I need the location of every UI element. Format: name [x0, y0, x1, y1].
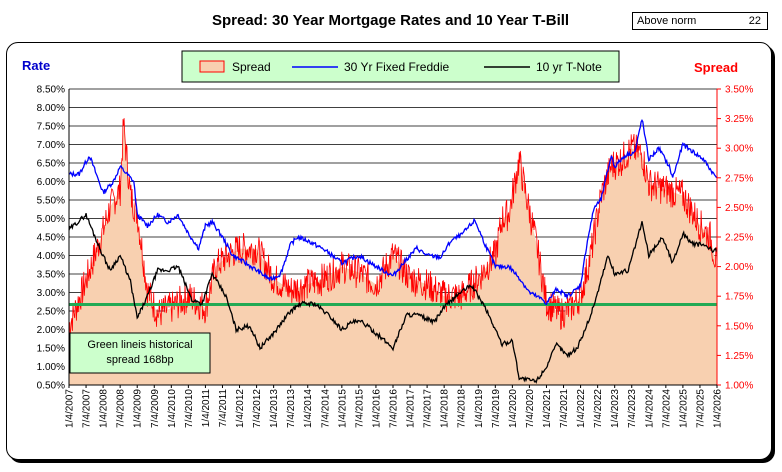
left-tick-label: 7.00%: [37, 140, 65, 151]
right-tick-label: 2.75%: [725, 173, 753, 184]
x-tick-label: 7/4/2020: [525, 389, 536, 428]
x-tick-label: 7/4/2015: [354, 389, 365, 428]
right-tick-label: 1.75%: [725, 292, 753, 303]
x-tick-label: 1/4/2014: [303, 389, 314, 428]
right-tick-label: 1.00%: [725, 381, 753, 392]
above-norm-value: 22: [748, 15, 761, 27]
x-tick-label: 1/4/2010: [167, 389, 178, 428]
right-tick-label: 2.00%: [725, 262, 753, 273]
x-tick-label: 1/4/2011: [201, 389, 212, 428]
x-tick-label: 7/4/2023: [627, 389, 638, 428]
left-tick-label: 5.00%: [37, 214, 65, 225]
right-tick-label: 2.50%: [725, 203, 753, 214]
left-axis-title: Rate: [22, 58, 50, 73]
above-norm-label: Above norm: [637, 15, 697, 27]
left-tick-label: 4.00%: [37, 251, 65, 262]
left-tick-label: 3.00%: [37, 288, 65, 299]
legend: Spread 30 Yr Fixed Freddie 10 yr T-Note: [181, 50, 620, 83]
x-tick-label: 7/4/2025: [695, 389, 706, 428]
x-tick-label: 1/4/2018: [440, 389, 451, 428]
x-tick-label: 7/4/2018: [457, 389, 468, 428]
annotation-line2: spread 168bp: [106, 354, 173, 366]
left-tick-label: 8.50%: [37, 85, 65, 96]
legend-spread-label: Spread: [232, 60, 271, 74]
x-tick-label: 1/4/2022: [576, 389, 587, 428]
legend-tnote-label: 10 yr T-Note: [536, 60, 602, 74]
x-tick-label: 1/4/2016: [371, 389, 382, 428]
right-tick-label: 3.00%: [725, 144, 753, 155]
legend-box: [181, 50, 620, 83]
x-tick-label: 7/4/2014: [320, 389, 331, 428]
x-tick-label: 7/4/2008: [116, 389, 127, 428]
right-tick-label: 2.25%: [725, 233, 753, 244]
left-tick-label: 6.00%: [37, 177, 65, 188]
left-tick-label: 3.50%: [37, 270, 65, 281]
x-tick-label: 1/4/2015: [337, 389, 348, 428]
chart-title: Spread: 30 Year Mortgage Rates and 10 Ye…: [212, 12, 570, 29]
x-tick-label: 7/4/2024: [661, 389, 672, 428]
right-axis-title: Spread: [694, 60, 738, 75]
x-tick-label: 7/4/2011: [218, 389, 229, 428]
x-tick-label: 7/4/2022: [593, 389, 604, 428]
x-tick-label: 1/4/2013: [269, 389, 280, 428]
annotation-box: [69, 332, 211, 374]
mortgage-series-line: [68, 118, 718, 306]
x-tick-label: 1/4/2021: [542, 389, 553, 428]
x-tick-label: 1/4/2019: [474, 389, 485, 428]
x-tick-label: 7/4/2016: [389, 389, 400, 428]
x-tick-label: 1/4/2020: [508, 389, 519, 428]
x-tick-label: 1/4/2025: [678, 389, 689, 428]
x-tick-label: 1/4/2007: [65, 389, 76, 428]
left-tick-label: 1.00%: [37, 362, 65, 373]
x-tick-label: 1/4/2008: [99, 389, 110, 428]
legend-spread-swatch: [199, 60, 225, 73]
right-tick-label: 1.25%: [725, 351, 753, 362]
x-tick-label: 7/4/2019: [491, 389, 502, 428]
x-tick-label: 1/4/2024: [644, 389, 655, 428]
right-tick-label: 3.50%: [725, 85, 753, 96]
right-tick-label: 3.25%: [725, 114, 753, 125]
right-tick-label: 1.50%: [725, 321, 753, 332]
spread-area: [69, 124, 717, 385]
left-tick-label: 1.50%: [37, 344, 65, 355]
left-tick-label: 7.50%: [37, 122, 65, 133]
tnote-series-line: [68, 213, 718, 384]
x-tick-label: 7/4/2021: [559, 389, 570, 428]
left-tick-label: 5.50%: [37, 196, 65, 207]
x-tick-label: 1/4/2012: [235, 389, 246, 428]
legend-mortgage-label: 30 Yr Fixed Freddie: [344, 60, 449, 74]
annotation-line1: Green lineis historical: [87, 339, 192, 351]
left-tick-label: 4.50%: [37, 233, 65, 244]
left-tick-label: 0.50%: [37, 381, 65, 392]
x-tick-label: 7/4/2007: [82, 389, 93, 428]
left-tick-label: 2.50%: [37, 307, 65, 318]
spread-series-line: [68, 118, 718, 336]
x-tick-label: 1/4/2009: [133, 389, 144, 428]
above-norm-box: Above norm 22: [632, 12, 768, 30]
annotation: Green lineis historical spread 168bp: [69, 332, 211, 374]
x-tick-label: 7/4/2013: [286, 389, 297, 428]
x-tick-label: 7/4/2012: [252, 389, 263, 428]
left-tick-label: 8.00%: [37, 103, 65, 114]
x-tick-label: 1/4/2023: [610, 389, 621, 428]
left-tick-label: 6.50%: [37, 159, 65, 170]
x-tick-label: 1/4/2026: [713, 389, 724, 428]
left-tick-label: 2.00%: [37, 325, 65, 336]
x-tick-label: 7/4/2009: [150, 389, 161, 428]
x-tick-label: 7/4/2010: [184, 389, 195, 428]
x-tick-label: 7/4/2017: [423, 389, 434, 428]
x-tick-label: 1/4/2017: [406, 389, 417, 428]
